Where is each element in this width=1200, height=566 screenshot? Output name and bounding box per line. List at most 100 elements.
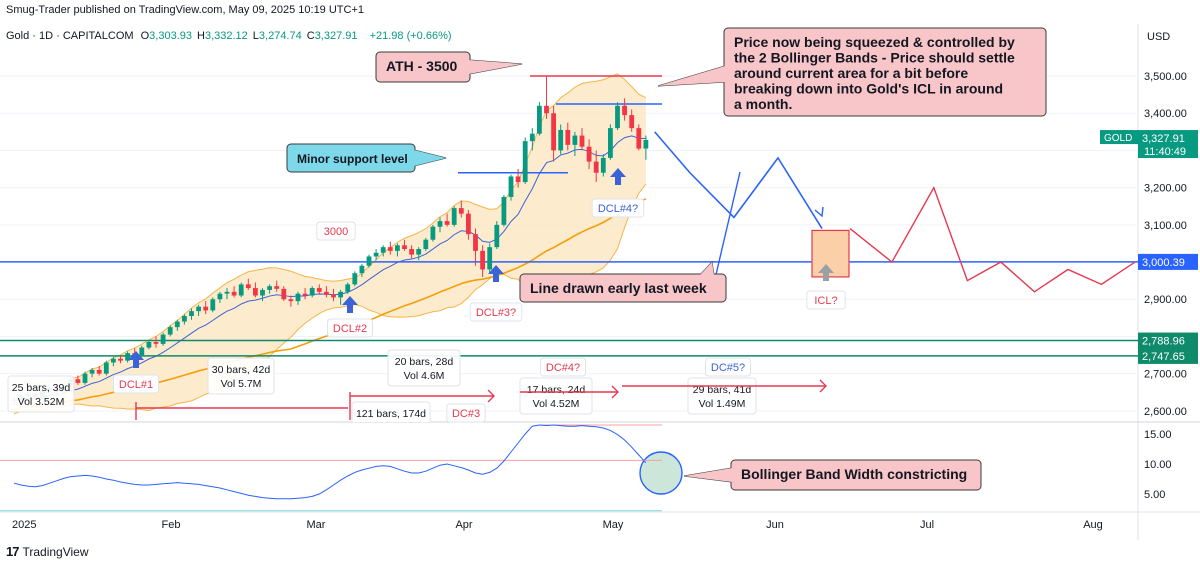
- range-box-bg: [207, 357, 275, 395]
- candle-body: [267, 286, 272, 290]
- dcl2-label: DCL#2: [327, 318, 373, 338]
- callout-text: the 2 Bollinger Bands - Price should set…: [734, 50, 1015, 66]
- marker-tag-bg: [446, 403, 486, 423]
- candle: [586, 139, 592, 170]
- candle-body: [345, 284, 351, 292]
- candle-body: [508, 176, 514, 197]
- support-1-axis-label[interactable]: 2,788.96: [1138, 332, 1198, 349]
- candle: [103, 360, 109, 376]
- candle: [203, 301, 209, 315]
- range-box-text: 30 bars, 42d: [212, 364, 271, 376]
- candle: [260, 288, 265, 302]
- candle-body: [196, 306, 201, 312]
- candle-body: [444, 221, 450, 225]
- ohlc-value: 3,303.93: [149, 30, 192, 42]
- x-tick: Jul: [920, 519, 934, 531]
- dcl4-arrow: [610, 168, 626, 185]
- candle: [189, 308, 194, 320]
- candle: [118, 355, 123, 364]
- candle: [274, 280, 280, 292]
- price-tick: 3,100.00: [1144, 220, 1187, 232]
- candle: [444, 213, 450, 227]
- candle-body: [636, 128, 642, 149]
- candle: [75, 375, 81, 385]
- candle: [593, 150, 599, 183]
- dcl3-arrow: [488, 265, 504, 282]
- price-tick: 2,900.00: [1144, 294, 1187, 306]
- candle: [82, 371, 88, 385]
- candle-body: [466, 213, 471, 235]
- symbol-title[interactable]: Gold · 1D · CAPITALCOM: [6, 30, 134, 42]
- candle: [636, 124, 642, 151]
- candle-body: [522, 141, 528, 183]
- callout-tail-cover: [684, 468, 732, 482]
- candle-body: [544, 105, 549, 114]
- marker-tag-bg: [806, 290, 846, 310]
- axis-tag-text: 2,788.96: [1142, 336, 1185, 348]
- candle-body: [501, 196, 507, 225]
- marker-tag-text: DCL#4?: [598, 203, 638, 215]
- support-2-axis-label[interactable]: 2,747.65: [1138, 347, 1198, 364]
- level-3000-axis-label[interactable]: 3,000.39: [1138, 253, 1198, 270]
- candle-body: [451, 208, 457, 225]
- candle-body: [615, 105, 620, 129]
- candle-body: [174, 321, 180, 328]
- candle: [196, 304, 201, 316]
- candle: [160, 332, 166, 346]
- range-box-bg: [687, 377, 757, 415]
- candle-body: [359, 265, 365, 274]
- candle: [380, 245, 386, 257]
- currency-label[interactable]: USD: [1147, 31, 1171, 43]
- bbw-callout: Bollinger Band Width constricting: [683, 459, 982, 491]
- candle: [146, 340, 152, 350]
- candle-body: [608, 128, 613, 158]
- ohlc-value: 3,332.12: [204, 30, 248, 42]
- marker-tag-text: DC#5?: [711, 362, 745, 374]
- range-box-text: Vol 4.6M: [404, 370, 445, 382]
- gold-name-tag: [1100, 130, 1138, 145]
- bbw-highlight-circle: [639, 451, 683, 495]
- candle-body: [537, 105, 542, 134]
- candle-body: [480, 250, 485, 270]
- range-box-text: 17 bars, 24d: [527, 384, 586, 396]
- candle-body: [579, 135, 585, 147]
- candle: [501, 195, 507, 227]
- candle: [224, 288, 230, 300]
- candle-body: [600, 157, 606, 173]
- tradingview-logo[interactable]: 17 TradingView: [6, 544, 89, 559]
- candle: [416, 247, 422, 261]
- gold-price-text: 3,327.91: [1142, 133, 1185, 145]
- callout-tail-cover: [700, 262, 714, 275]
- candle: [451, 206, 457, 227]
- price-tick: 3,400.00: [1144, 108, 1187, 120]
- candle: [324, 286, 329, 298]
- candle: [182, 314, 187, 325]
- candle: [253, 282, 258, 298]
- range-box-text: 20 bars, 28d: [395, 356, 454, 368]
- candle: [551, 105, 556, 162]
- candle: [515, 169, 521, 188]
- candle-body: [409, 249, 414, 255]
- candle-body: [82, 373, 88, 383]
- candle: [402, 239, 407, 251]
- candle-body: [281, 288, 287, 300]
- candle: [96, 366, 102, 376]
- candle-body: [366, 256, 372, 266]
- candle-body: [231, 291, 237, 296]
- range-box-text: 121 bars, 174d: [356, 408, 426, 420]
- candle: [238, 282, 244, 298]
- publisher-line: Smug-Trader published on TradingView.com…: [6, 4, 365, 16]
- candle-body: [302, 293, 308, 296]
- bbw-tick: 15.00: [1144, 429, 1172, 441]
- marker-tag-text: DCL#1: [119, 379, 153, 391]
- candle: [466, 209, 471, 240]
- callout-tail-cover: [658, 66, 725, 86]
- candle-body: [380, 247, 386, 253]
- candle: [508, 174, 514, 201]
- candle: [423, 237, 429, 251]
- candle-body: [125, 353, 130, 361]
- candle: [217, 291, 223, 303]
- ohlc-value: 3,274.74: [258, 30, 302, 42]
